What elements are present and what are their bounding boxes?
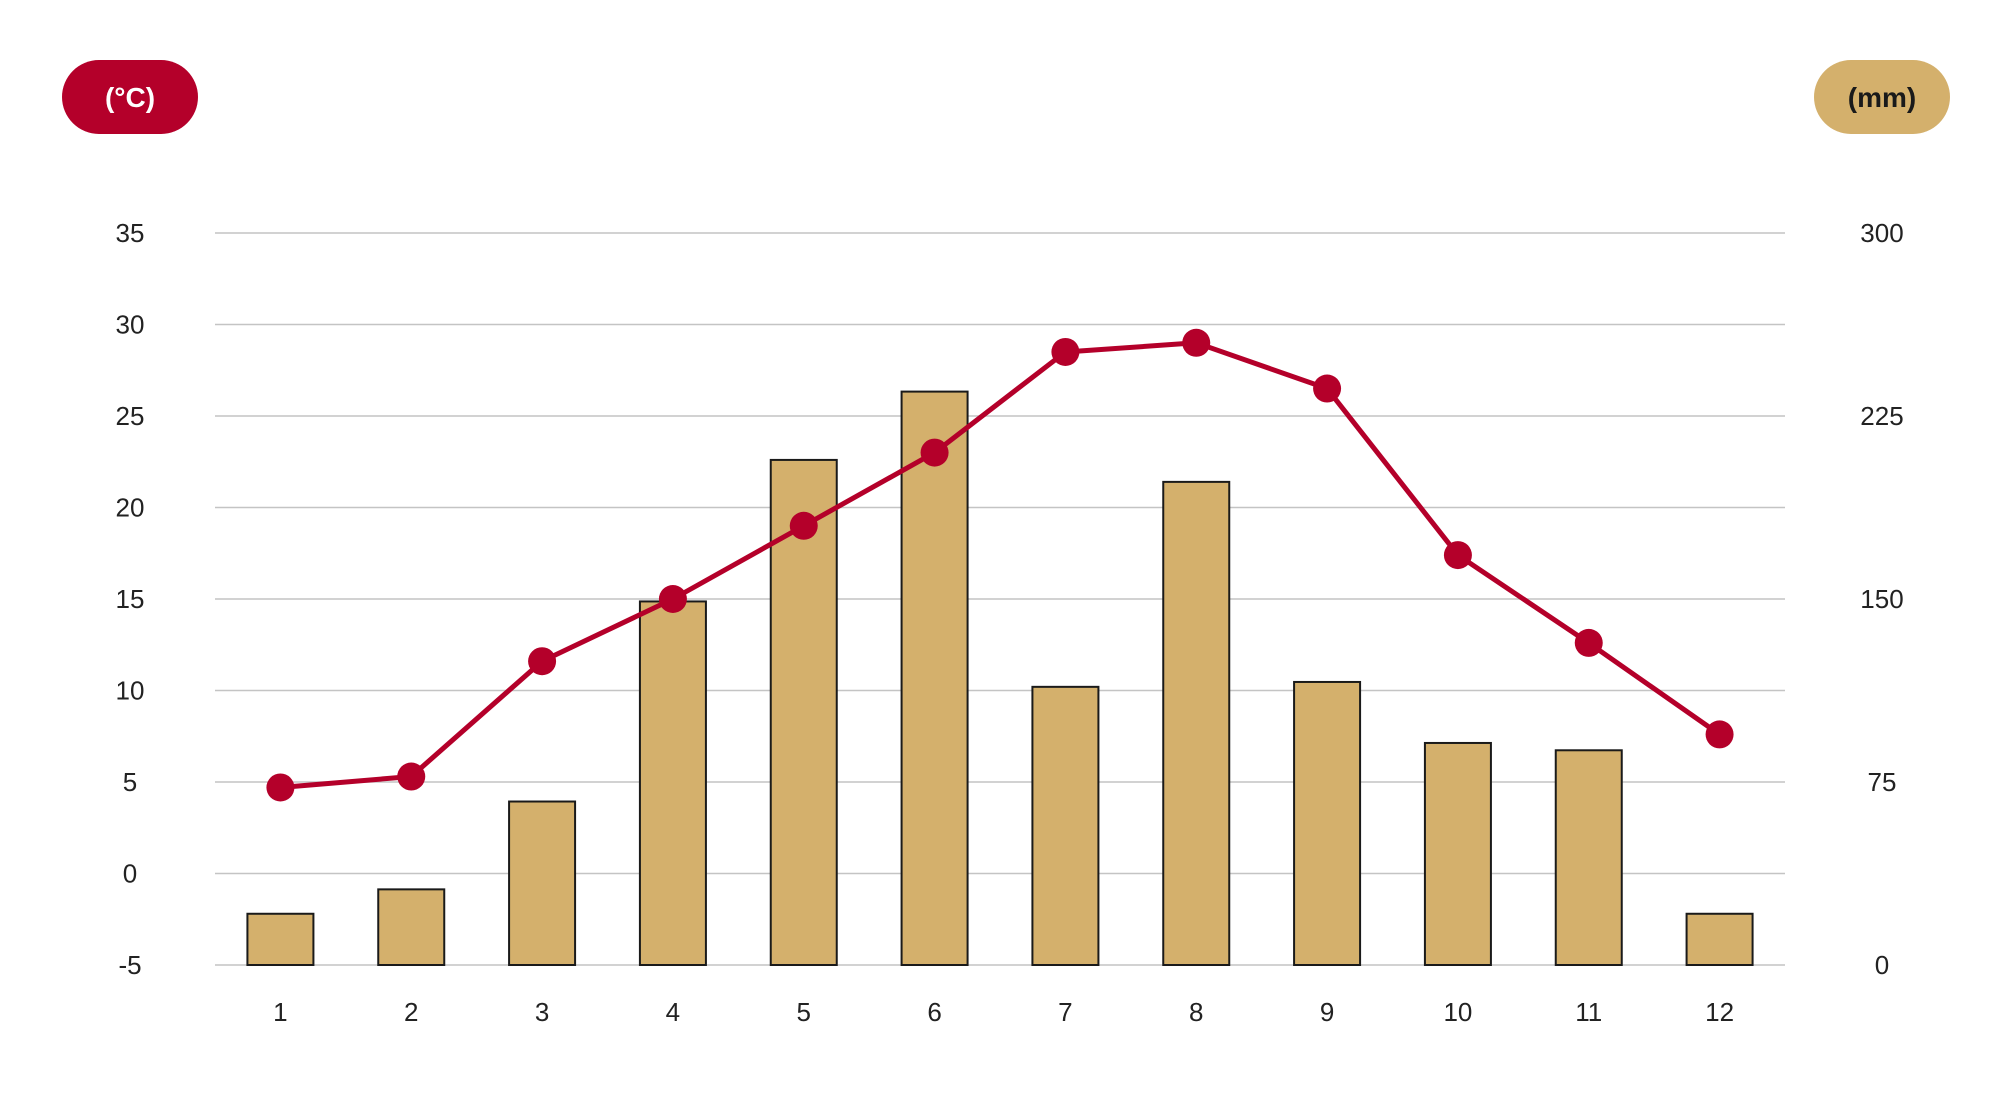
temperature-point [920,438,949,467]
x-tick-label: 12 [1705,997,1734,1027]
grid-layer [215,232,1785,966]
y-left-tick-label: 5 [123,767,137,797]
temperature-line [277,340,1723,790]
right-axis-unit-badge: (mm) [1814,60,1950,134]
y-right-tick-label: 75 [1868,767,1897,797]
temperature-point [397,762,426,791]
y-right-tick-label: 0 [1875,950,1889,980]
right-axis-unit-label: (mm) [1848,82,1916,113]
temperature-point [1574,628,1603,657]
y-left-tick-label: -5 [118,950,141,980]
x-tick-label: 10 [1443,997,1472,1027]
temperature-point [1051,337,1080,366]
x-tick-label: 4 [666,997,680,1027]
temperature-point [1443,541,1472,570]
temperature-point [1313,374,1342,403]
precip-bar [1162,480,1231,966]
y-left-tick-label: 0 [123,859,137,889]
y-left-tick-label: 15 [116,584,145,614]
x-tick-label: 9 [1320,997,1334,1027]
precip-bar [769,458,838,966]
y-left-tick-label: 35 [116,218,145,248]
precip-bar [1685,912,1754,967]
left-unit-badge-bg [62,60,198,134]
temperature-point [528,647,557,676]
temperature-point [1705,720,1734,749]
precip-bar [900,390,969,967]
precip-bar [246,912,315,967]
temperature-point [789,511,818,540]
x-tick-label: 1 [273,997,287,1027]
precip-bar [1031,685,1100,967]
precip-bar [508,800,577,967]
temperature-point [658,585,687,613]
x-tick-label: 7 [1058,997,1072,1027]
x-tick-label: 11 [1575,997,1602,1027]
right-unit-badge-bg [1814,60,1950,134]
y-left-tick-label: 30 [116,310,145,340]
temperature-point [266,773,295,802]
temperature-point [1182,328,1211,357]
line-layer [266,328,1734,802]
y-left-tick-label: 20 [116,493,145,523]
left-axis-unit-badge: (°C) [62,60,198,134]
x-tick-label: 6 [927,997,941,1027]
y-left-tick-label: 25 [116,401,145,431]
x-tick-label: 3 [535,997,549,1027]
bar-layer [246,390,1754,967]
precip-bar [1293,680,1362,967]
x-tick-label: 2 [404,997,418,1027]
precip-bar [1554,749,1623,967]
precip-bar [638,600,707,966]
y-right-tick-label: 300 [1860,218,1903,248]
y-right-tick-label: 150 [1860,584,1903,614]
y-right-tick-label: 225 [1860,401,1903,431]
left-axis-unit-label: (°C) [105,82,155,113]
x-tick-label: 5 [797,997,811,1027]
y-left-tick-label: 10 [116,676,145,706]
x-tick-label: 8 [1189,997,1203,1027]
precip-bar [1423,741,1492,967]
precip-bar [377,888,446,966]
